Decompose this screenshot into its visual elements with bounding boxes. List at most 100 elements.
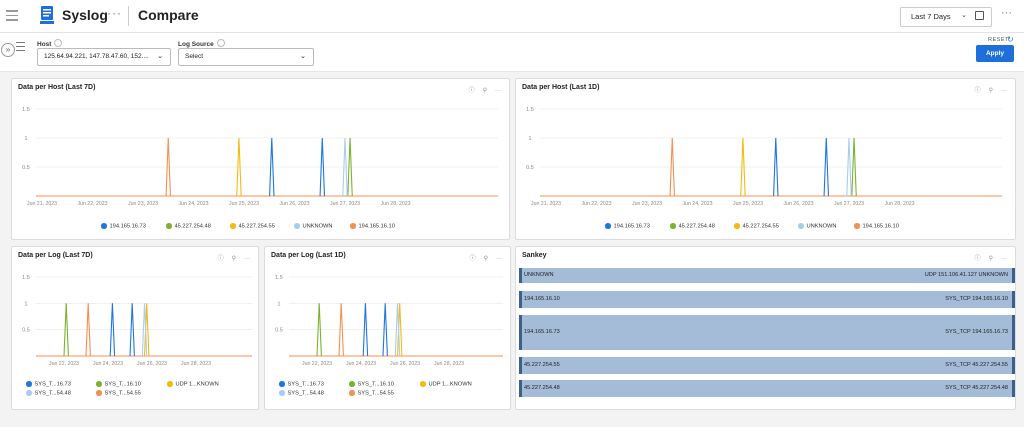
legend-item[interactable]: SYS_T...16.10 (96, 381, 141, 388)
x-tick-label: Jun 22, 2023 (302, 361, 332, 367)
y-tick-label: 1.5 (526, 107, 534, 113)
legend-item[interactable]: SYS_T...16.73 (26, 381, 71, 388)
sankey-target: UDP 151.106.41.127 UNKNOWN (924, 272, 1008, 278)
legend-item[interactable]: SYS_T...54.55 (96, 390, 141, 397)
legend-label: SYS_T...16.73 (287, 381, 324, 388)
sankey-flow[interactable]: 45.227.254.55 SYS_TCP 45.227.254.55 (519, 357, 1015, 374)
reset-button[interactable]: RESET (988, 37, 1009, 43)
sankey-node (519, 357, 522, 374)
expand-sidebar-icon[interactable]: » (1, 43, 15, 57)
legend-item[interactable]: 45.227.254.55 (230, 223, 275, 230)
app-title: Syslog (62, 7, 108, 23)
sankey-node (1012, 357, 1015, 374)
series-spike (63, 303, 69, 357)
legend-swatch (26, 381, 32, 387)
apply-button[interactable]: Apply (976, 45, 1014, 62)
info-icon[interactable]: ⓘ (217, 256, 224, 262)
legend-item[interactable]: UNKNOWN (798, 223, 837, 230)
pin-icon[interactable]: ⚲ (988, 256, 993, 262)
calendar-icon[interactable] (975, 11, 984, 20)
legend-item[interactable]: 45.227.254.55 (734, 223, 779, 230)
series-spike (316, 303, 322, 357)
sankey-flow[interactable]: UNKNOWN UDP 151.106.41.127 UNKNOWN (519, 268, 1015, 283)
sankey-flow[interactable]: 194.165.16.10 SYS_TCP 194.165.16.10 (519, 291, 1015, 308)
more-options-icon[interactable]: ··· (1001, 256, 1007, 262)
legend-item[interactable]: SYS_T...54.55 (349, 390, 394, 397)
more-options-icon[interactable]: ··· (495, 88, 501, 94)
log-source-label: Log Source (178, 39, 225, 48)
pin-icon[interactable]: ⚲ (988, 88, 993, 94)
x-tick-label: Jun 27, 2023 (330, 201, 360, 207)
panel-host-1d: Data per Host (Last 1D) ⓘ ⚲ ··· 1.5 1 0.5 Jun… (515, 78, 1016, 240)
legend-item[interactable]: 45.227.254.48 (670, 223, 715, 230)
legend-label: 194.165.16.73 (109, 223, 146, 230)
legend-item[interactable]: SYS_T...16.73 (279, 381, 324, 388)
sankey-node (1012, 380, 1015, 397)
pin-icon[interactable]: ⚲ (231, 256, 236, 262)
more-options-icon[interactable]: ··· (244, 256, 250, 262)
pin-icon[interactable]: ⚲ (483, 256, 488, 262)
info-icon[interactable]: ⓘ (974, 88, 981, 94)
x-tick-label: Jun 26, 2023 (784, 201, 814, 207)
line-chart: 1.5 1 0.5 Jun 22, 2023 Jun 24, 2023 Jun 26, 2… (275, 275, 503, 367)
legend-item[interactable]: SYS_T...54.48 (26, 390, 71, 397)
legend-label: UNKNOWN (302, 223, 333, 230)
x-tick-label: Jun 28, 2023 (381, 201, 411, 207)
sankey-node (519, 291, 522, 308)
host-select[interactable]: 125.64.94.221, 147.78.47.60, 152.... ⌄ (37, 48, 171, 66)
sankey-target: SYS_TCP 194.165.16.10 (945, 296, 1008, 302)
y-tick-label: 1.5 (22, 107, 30, 113)
help-icon[interactable] (216, 39, 225, 47)
reset-icon[interactable]: ↻ (1007, 35, 1014, 44)
menu-icon[interactable] (6, 10, 18, 21)
x-tick-label: Jun 26, 2023 (390, 361, 420, 367)
time-range-select[interactable]: Last 7 Days ⌄ (900, 7, 992, 27)
legend-item[interactable]: 194.165.16.10 (350, 223, 395, 230)
legend-item[interactable]: SYS_T...16.10 (349, 381, 394, 388)
y-tick-label: 1.5 (22, 275, 30, 281)
panel-log-1d: Data per Log (Last 1D) ⓘ ⚲ ··· 1.5 1 0.5 Jun … (264, 246, 511, 410)
x-tick-label: Jun 28, 2023 (181, 361, 211, 367)
info-icon[interactable]: ⓘ (468, 88, 475, 94)
series-spike (269, 137, 275, 197)
panel-title: Data per Host (Last 1D) (522, 84, 600, 91)
chevron-down-icon: ⌄ (157, 53, 163, 60)
chart-legend: 194.165.16.73 45.227.254.48 45.227.254.55 U… (516, 223, 1015, 233)
legend-item[interactable]: UNKNOWN (294, 223, 333, 230)
legend-item[interactable]: 194.165.16.73 (101, 223, 146, 230)
x-tick-label: Jun 24, 2023 (179, 201, 209, 207)
legend-item[interactable]: 45.227.254.48 (166, 223, 211, 230)
app-options-icon[interactable]: ··· (107, 6, 122, 20)
sankey-flow[interactable]: 45.227.254.48 SYS_TCP 45.227.254.48 (519, 380, 1015, 397)
pin-icon[interactable]: ⚲ (482, 88, 487, 94)
more-options-icon[interactable]: ··· (496, 256, 502, 262)
sankey-source: UNKNOWN (524, 272, 554, 278)
legend-label: 45.227.254.55 (742, 223, 779, 230)
legend-item[interactable]: UDP 1...KNOWN (420, 381, 472, 388)
x-tick-label: Jun 28, 2023 (434, 361, 464, 367)
legend-item[interactable]: SYS_T...54.48 (279, 390, 324, 397)
legend-item[interactable]: UDP 1...KNOWN (167, 381, 219, 388)
host-label: Host (37, 39, 63, 48)
log-source-select[interactable]: Select ⌄ (178, 48, 314, 66)
legend-swatch (854, 223, 860, 229)
more-options-icon[interactable]: ··· (1001, 7, 1012, 19)
more-options-icon[interactable]: ··· (1001, 88, 1007, 94)
x-tick-label: Jun 22, 2023 (78, 201, 108, 207)
panel-actions: ⓘ ⚲ ··· (462, 253, 502, 262)
x-tick-label: Jun 22, 2023 (49, 361, 79, 367)
legend-swatch (420, 381, 426, 387)
series-spike (396, 303, 403, 357)
info-icon[interactable]: ⓘ (469, 256, 476, 262)
panel-actions: ⓘ ⚲ ··· (461, 85, 501, 94)
sankey-flow[interactable]: 194.165.16.73 SYS_TCP 194.165.16.73 (519, 315, 1015, 350)
legend-item[interactable]: 194.165.16.73 (605, 223, 650, 230)
x-tick-label: Jun 24, 2023 (346, 361, 376, 367)
filter-settings-icon[interactable] (16, 42, 25, 52)
info-icon[interactable]: ⓘ (974, 256, 981, 262)
help-icon[interactable] (54, 39, 63, 47)
legend-item[interactable]: 194.165.16.10 (854, 223, 899, 230)
sankey-target: SYS_TCP 45.227.254.48 (945, 385, 1008, 391)
log-source-select-value: Select (185, 53, 204, 60)
chevron-down-icon: ⌄ (300, 53, 306, 60)
